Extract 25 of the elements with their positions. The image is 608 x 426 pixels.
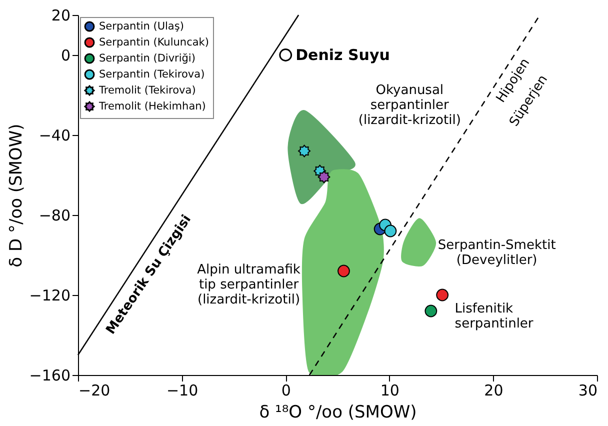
x-axis-title: δ ¹⁸O °/oo (SMOW) bbox=[259, 402, 417, 422]
y-tick-label: −160 bbox=[29, 366, 70, 384]
annotation: Lisfenitik serpantinler bbox=[454, 301, 534, 332]
legend-label: Tremolit (Hekimhan) bbox=[98, 100, 206, 112]
legend-label: Serpantin (Kuluncak) bbox=[99, 36, 209, 48]
annotation: Serpantin-Smektit (Deveylitler) bbox=[438, 238, 556, 268]
x-tick-label: 0 bbox=[281, 382, 291, 400]
x-tick-label: −20 bbox=[78, 382, 110, 400]
x-tick-label: −10 bbox=[166, 382, 198, 400]
y-tick-label: 20 bbox=[51, 6, 70, 24]
annotation: Alpin ultramafik tip serpantinler (lizardit-krizotil) bbox=[197, 262, 301, 308]
y-tick-label: 0 bbox=[60, 46, 70, 64]
legend-label: Serpantin (Tekirova) bbox=[99, 68, 205, 80]
x-tick-label: 10 bbox=[380, 382, 400, 400]
legend-label: Serpantin (Divriği) bbox=[99, 52, 196, 64]
legend-label: Tremolit (Tekirova) bbox=[98, 84, 196, 96]
y-tick-label: −40 bbox=[38, 126, 70, 144]
annotation: Deniz Suyu bbox=[296, 46, 390, 64]
x-tick-label: 30 bbox=[578, 382, 598, 400]
annotation: Okyanusal serpantinler (lizardit-krizotil) bbox=[358, 82, 461, 128]
y-axis-title: δ D °/oo (SMOW) bbox=[6, 124, 26, 268]
y-tick-label: −80 bbox=[38, 206, 70, 224]
x-tick-label: 20 bbox=[484, 382, 504, 400]
legend-label: Serpantin (Ulaş) bbox=[99, 20, 184, 32]
y-tick-label: −120 bbox=[29, 286, 70, 304]
